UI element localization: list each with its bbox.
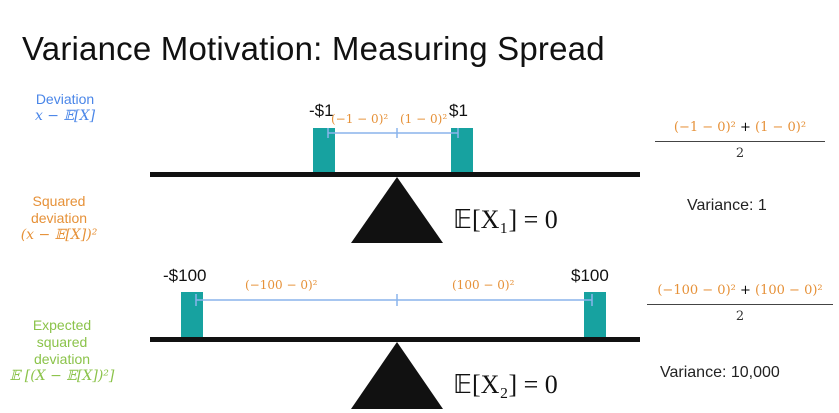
- seesaw1-variance-label: Variance: 1: [687, 197, 767, 214]
- seesaw1-fulcrum: [351, 177, 443, 243]
- seesaw1-right-label: $1: [449, 101, 468, 120]
- seesaw2-frac-denominator: 2: [735, 309, 745, 324]
- seesaw2-left-label: -$100: [163, 266, 207, 285]
- seesaw2-deviation-bracket: [195, 294, 593, 306]
- seesaw2-variance-label: Variance: 10,000: [660, 364, 780, 381]
- expected-squared-deviation-legend: Expected squared deviation 𝔼 [(X − 𝔼[X])…: [0, 317, 124, 385]
- squared-deviation-legend: Squared deviation (x − 𝔼[X])²: [0, 193, 118, 244]
- seesaw2-right-weight: [584, 292, 606, 337]
- squared-label-line1: Squared: [32, 193, 86, 209]
- seesaw2-frac-plus: +: [735, 283, 756, 298]
- expected-label-line2: squared: [36, 334, 88, 350]
- seesaw2-frac-right-term: (100 − 0)²: [755, 283, 823, 298]
- seesaw2-fraction-bar: [647, 304, 833, 305]
- expected-label-line1: Expected: [32, 317, 92, 333]
- seesaw1-left-squared-deviation: (−1 − 0)²: [331, 112, 389, 126]
- seesaw1-frac-plus: +: [735, 120, 756, 135]
- slide-title: Variance Motivation: Measuring Spread: [22, 30, 605, 67]
- deviation-label: Deviation: [35, 91, 95, 107]
- deviation-legend: Deviation x − 𝔼[X]: [10, 91, 120, 125]
- seesaw2-frac-left-term: (−100 − 0)²: [657, 283, 736, 298]
- seesaw2-right-squared-deviation: (100 − 0)²: [452, 278, 515, 292]
- seesaw2-beam: [150, 337, 640, 342]
- seesaw2-left-weight: [181, 292, 203, 337]
- seesaw1-frac-right-term: (1 − 0)²: [755, 120, 807, 135]
- seesaw2-left-squared-deviation: (−100 − 0)²: [245, 278, 318, 292]
- seesaw1-beam: [150, 172, 640, 177]
- seesaw2-expectation: 𝔼[X₂] = 0: [453, 370, 558, 399]
- seesaw1-left-weight: [313, 128, 335, 172]
- seesaw1-frac-denominator: 2: [735, 146, 745, 161]
- seesaw1-left-label: -$1: [309, 101, 334, 120]
- seesaw1-frac-left-term: (−1 − 0)²: [673, 120, 736, 135]
- seesaw2-variance-fraction: (−100 − 0)² + (100 − 0)² 2: [647, 283, 833, 324]
- squared-label-line2: deviation: [30, 210, 88, 226]
- seesaw1-right-weight: [451, 128, 473, 172]
- deviation-formula: x − 𝔼[X]: [34, 108, 96, 124]
- seesaw2-right-label: $100: [571, 266, 609, 285]
- squared-deviation-formula: (x − 𝔼[X])²: [20, 227, 98, 243]
- seesaw2-fulcrum: [351, 342, 443, 409]
- seesaw1-right-squared-deviation: (1 − 0)²: [400, 112, 448, 126]
- expected-label-line3: deviation: [33, 351, 91, 367]
- seesaw1-expectation: 𝔼[X₁] = 0: [453, 205, 558, 234]
- seesaw1-variance-fraction: (−1 − 0)² + (1 − 0)² 2: [655, 120, 825, 161]
- seesaw1-deviation-bracket: [327, 128, 459, 138]
- expected-squared-deviation-formula: 𝔼 [(X − 𝔼[X])²]: [9, 368, 115, 384]
- seesaw1-fraction-bar: [655, 141, 825, 142]
